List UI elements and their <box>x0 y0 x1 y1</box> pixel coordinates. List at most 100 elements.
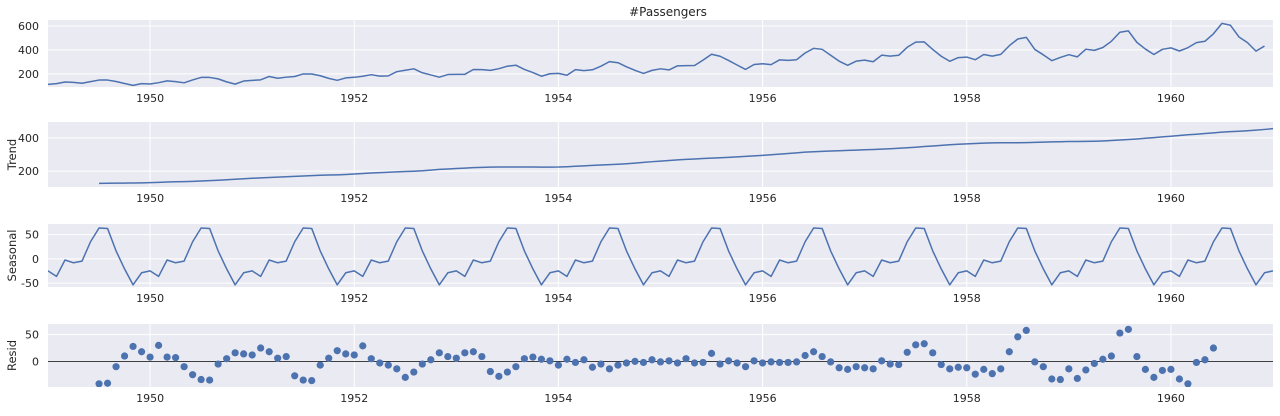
resid-point <box>342 350 350 358</box>
resid-point <box>206 376 214 384</box>
resid-point <box>869 365 877 373</box>
resid-point <box>827 358 835 366</box>
x-tick-label: 1950 <box>136 292 164 305</box>
resid-point <box>240 350 248 358</box>
resid-point <box>716 360 724 368</box>
resid-point <box>784 358 792 367</box>
x-tick-label: 1950 <box>136 192 164 205</box>
resid-point <box>1031 358 1039 366</box>
resid-point <box>886 360 894 368</box>
resid-point <box>359 342 367 350</box>
resid-point <box>120 352 129 360</box>
resid-point <box>1048 375 1056 383</box>
resid-point <box>895 360 903 369</box>
resid-point <box>912 341 920 349</box>
resid-point <box>673 359 682 367</box>
resid-point <box>189 371 197 379</box>
resid-point <box>852 363 860 371</box>
resid-point <box>316 361 324 369</box>
resid-point <box>214 360 222 368</box>
resid-point <box>393 365 401 373</box>
resid-point <box>1116 329 1124 337</box>
resid-point <box>971 370 979 378</box>
resid-point <box>154 341 163 349</box>
resid-point <box>350 351 358 359</box>
y-tick-label: 50 <box>25 229 39 242</box>
x-tick-label: 1954 <box>544 192 572 205</box>
resid-point <box>997 365 1005 373</box>
panel-background <box>48 324 1273 387</box>
resid-point <box>810 348 818 356</box>
resid-point <box>274 354 282 362</box>
y-tick-label: 200 <box>18 165 39 178</box>
resid-point <box>614 361 622 369</box>
y-tick-label: 0 <box>32 355 39 368</box>
resid-point <box>631 357 639 365</box>
y-axis-title: Resid <box>5 340 19 371</box>
resid-point <box>1124 325 1132 333</box>
resid-point <box>1133 352 1141 361</box>
resid-point <box>1158 366 1167 375</box>
x-tick-label: 1952 <box>340 292 368 305</box>
resid-point <box>1065 365 1073 373</box>
panel-seasonal: 1950 1952 1954 1956 1958 1960 -50 0 50 Seasonal <box>5 224 1273 305</box>
resid-point <box>1175 375 1184 383</box>
resid-point <box>299 376 307 384</box>
resid-point <box>963 364 971 372</box>
y-tick-label: 200 <box>18 68 39 81</box>
resid-point <box>163 353 171 361</box>
resid-point <box>129 342 137 351</box>
x-tick-label: 1960 <box>1157 392 1185 405</box>
resid-point <box>503 368 511 376</box>
resid-point <box>435 349 443 357</box>
resid-point <box>571 358 580 367</box>
resid-point <box>844 365 852 373</box>
y-tick-label: 50 <box>25 329 39 342</box>
resid-point <box>520 355 528 363</box>
x-tick-label: 1954 <box>544 392 572 405</box>
resid-point <box>444 352 452 361</box>
resid-point <box>554 361 563 369</box>
y-tick-label: 600 <box>18 20 39 33</box>
y-tick-label: 400 <box>18 44 39 57</box>
resid-point <box>929 349 937 357</box>
x-tick-label: 1958 <box>953 192 981 205</box>
figure-title: #Passengers <box>629 5 707 19</box>
resid-point <box>418 360 426 368</box>
resid-point <box>452 354 460 362</box>
series-line-trend <box>99 127 1273 185</box>
resid-point <box>835 364 843 372</box>
x-tick-label: 1950 <box>136 92 164 105</box>
panel-resid: 1950 1952 1954 1956 1958 1960 0 50 Resid <box>5 324 1273 405</box>
resid-point <box>257 344 265 352</box>
resid-point <box>546 357 554 365</box>
resid-point <box>469 348 477 356</box>
resid-point <box>733 359 741 367</box>
resid-point <box>776 358 784 367</box>
resid-point <box>308 376 316 385</box>
resid-point <box>946 365 954 373</box>
x-tick-label: 1954 <box>544 92 572 105</box>
x-tick-label: 1958 <box>953 392 981 405</box>
resid-point <box>1090 359 1098 368</box>
resid-point <box>937 360 945 369</box>
panel-observed: 1950 1952 1954 1956 1958 1960 200 400 600 <box>18 20 1273 105</box>
resid-point <box>954 363 962 371</box>
resid-point <box>172 354 180 362</box>
resid-point <box>537 355 546 363</box>
resid-point <box>495 372 503 380</box>
x-tick-label: 1956 <box>749 392 777 405</box>
resid-point <box>1039 363 1047 371</box>
resid-point <box>801 351 809 360</box>
resid-point <box>741 363 750 371</box>
resid-point <box>665 357 673 365</box>
resid-point <box>920 340 928 348</box>
resid-point <box>529 353 537 361</box>
resid-point <box>325 354 333 362</box>
resid-point <box>1082 366 1090 374</box>
x-tick-label: 1960 <box>1157 292 1185 305</box>
resid-point <box>333 347 341 355</box>
resid-point <box>563 355 571 363</box>
